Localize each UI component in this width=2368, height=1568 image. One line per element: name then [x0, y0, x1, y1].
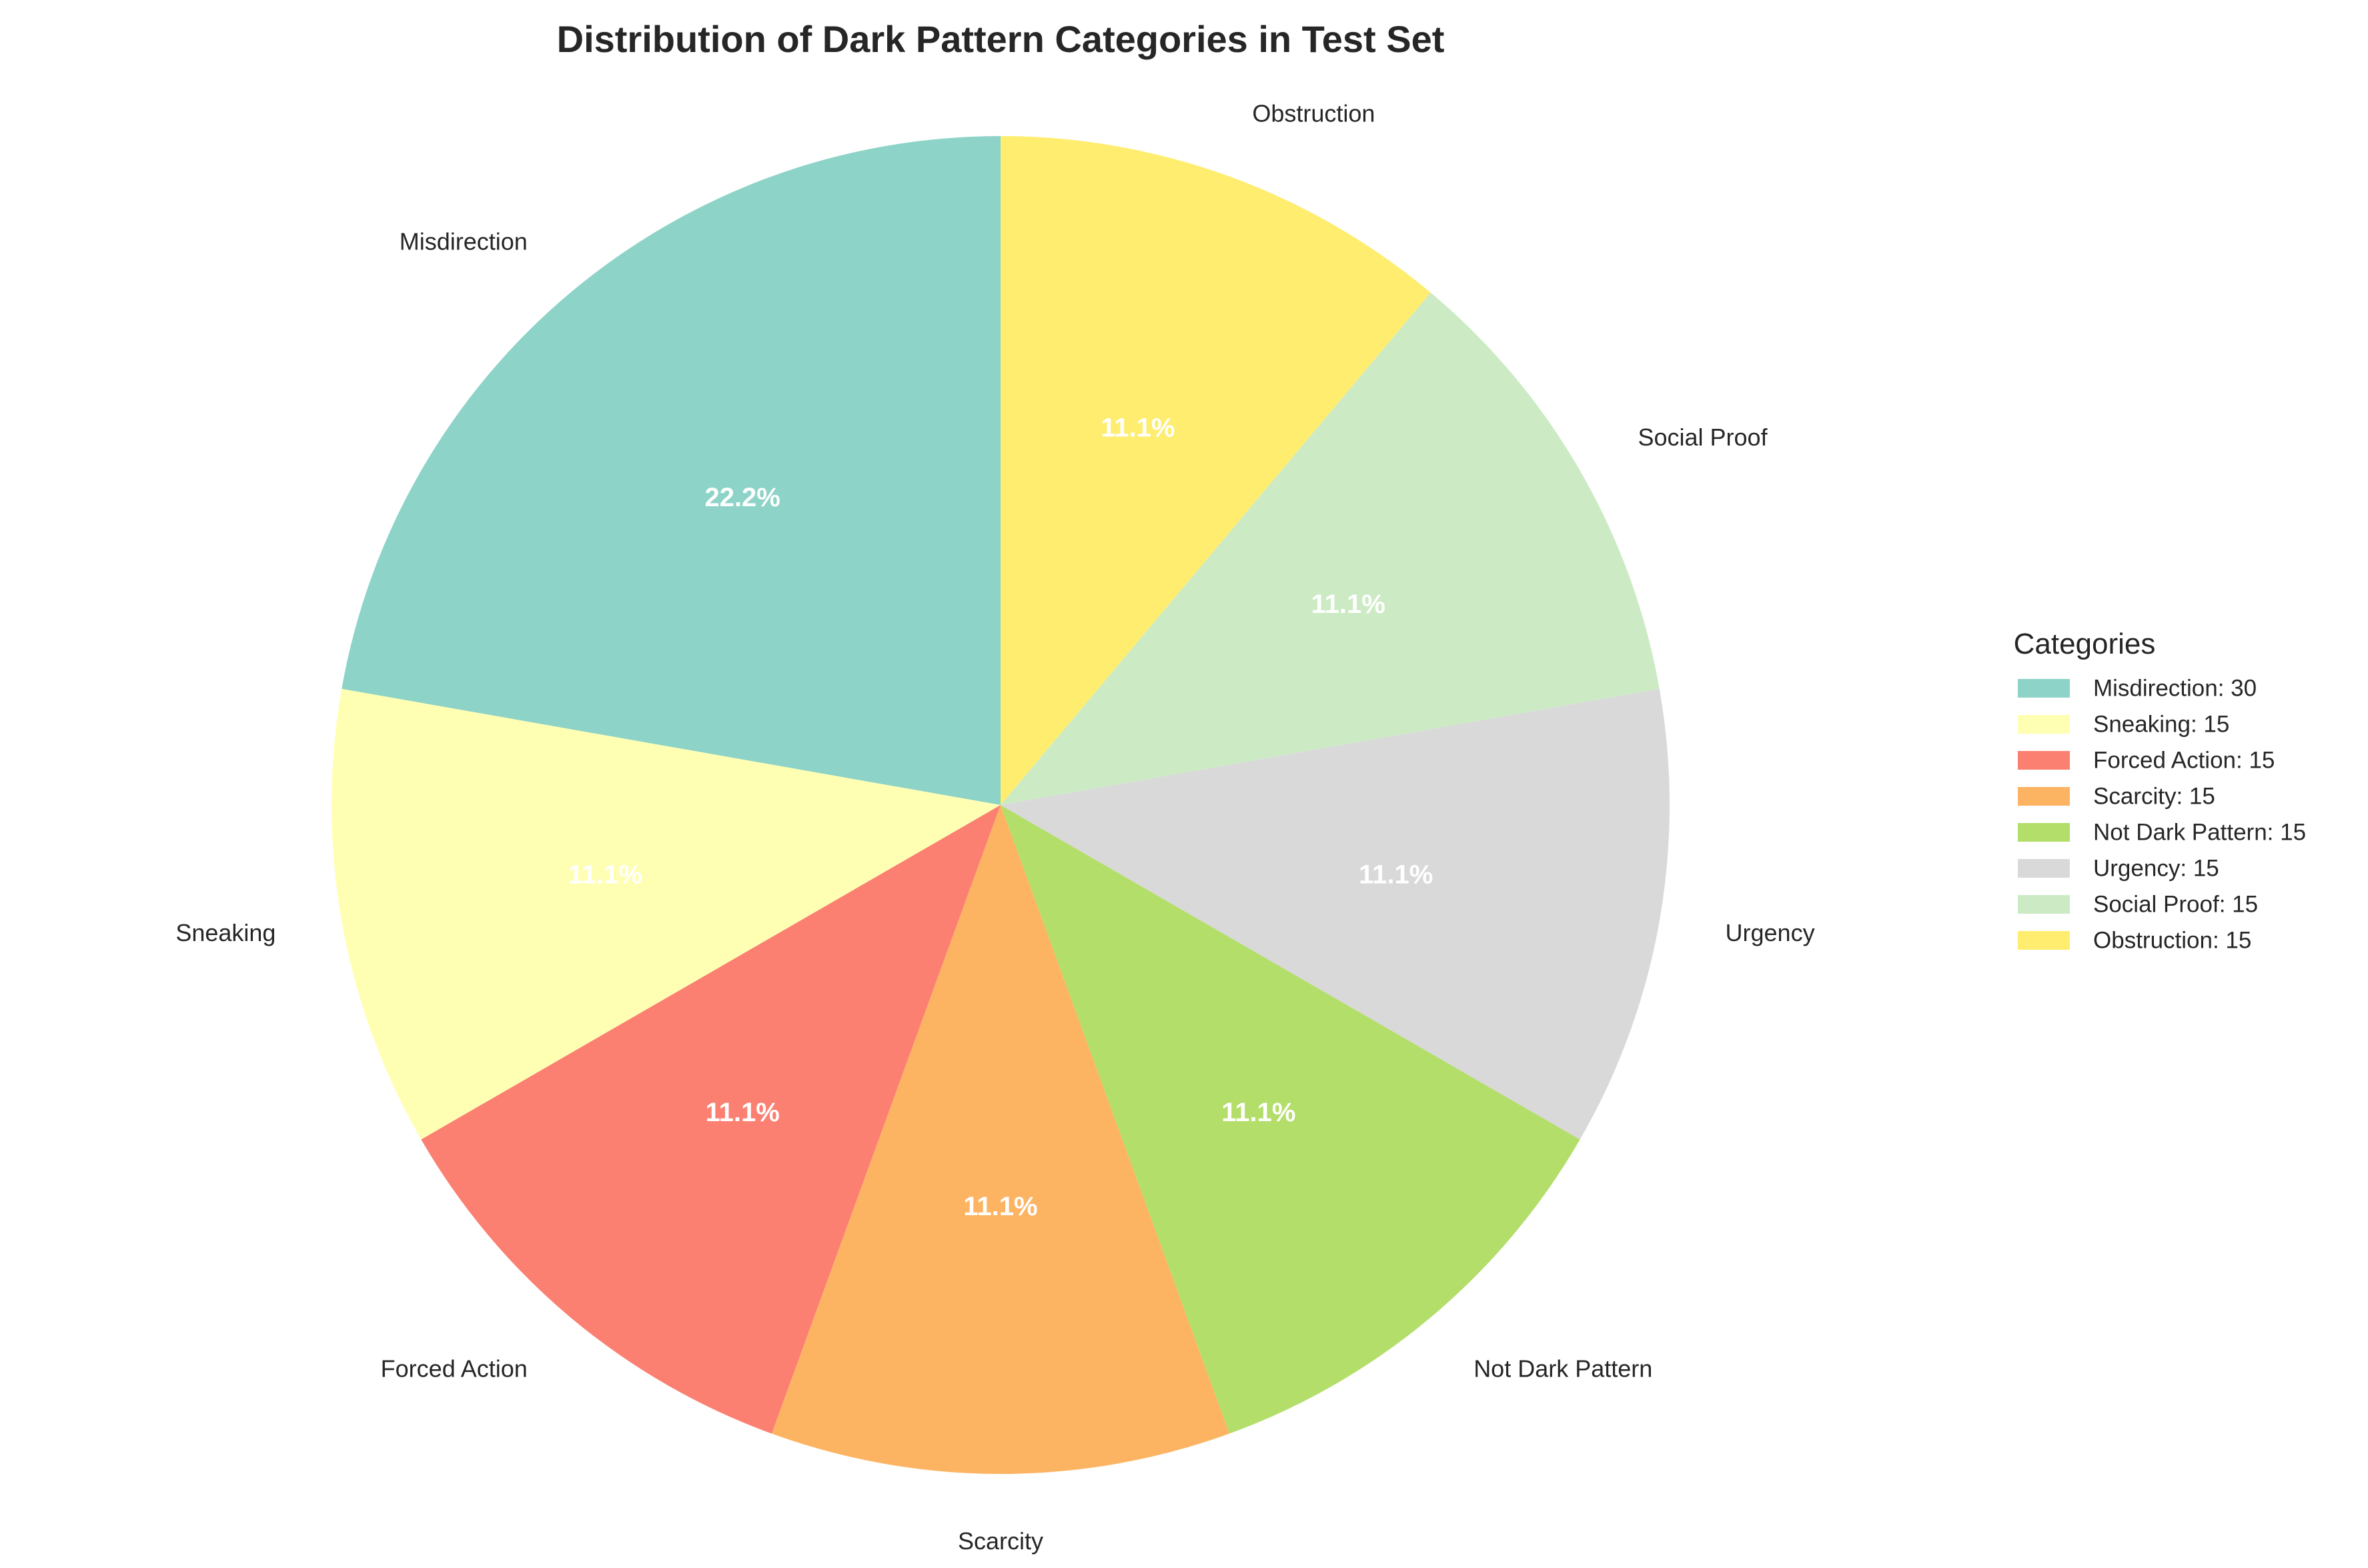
slice-labels: Misdirection Sneaking Forced Action Scarcit…	[175, 100, 1814, 1555]
legend: Categories Misdirection: 30 Sneaking: 15 F…	[2014, 628, 2306, 954]
slice-label-social-proof: Social Proof	[1638, 424, 1768, 451]
slice-label-obstruction: Obstruction	[1252, 100, 1375, 127]
legend-swatch-misdirection	[2018, 679, 2070, 698]
pct-label-social-proof: 11.1%	[1311, 590, 1385, 619]
pct-label-scarcity: 11.1%	[963, 1192, 1037, 1221]
pct-label-obstruction: 11.1%	[1101, 413, 1175, 442]
pct-label-forced-action: 11.1%	[706, 1098, 780, 1127]
pie-slices	[332, 136, 1670, 1474]
slice-urgency	[1001, 688, 1670, 1140]
legend-swatch-sneaking	[2018, 715, 2070, 734]
slice-label-not-dark-pattern: Not Dark Pattern	[1473, 1355, 1652, 1383]
legend-label-misdirection: Misdirection: 30	[2093, 676, 2257, 702]
slice-label-urgency: Urgency	[1726, 919, 1815, 946]
legend-swatch-not-dark-pattern	[2018, 823, 2070, 842]
legend-label-forced-action: Forced Action: 15	[2093, 748, 2275, 774]
slice-label-sneaking: Sneaking	[175, 919, 275, 946]
slice-misdirection	[342, 136, 1001, 805]
legend-title: Categories	[2014, 628, 2156, 660]
legend-label-obstruction: Obstruction: 15	[2093, 928, 2251, 954]
percentage-labels: 22.2% 11.1% 11.1% 11.1% 11.1% 11.1% 11.1% 11.1%	[568, 413, 1433, 1221]
legend-swatch-scarcity	[2018, 787, 2070, 806]
slice-social-proof	[1001, 292, 1660, 805]
legend-swatch-obstruction	[2018, 931, 2070, 950]
legend-label-scarcity: Scarcity: 15	[2093, 784, 2215, 810]
legend-swatch-forced-action	[2018, 751, 2070, 770]
legend-label-not-dark-pattern: Not Dark Pattern: 15	[2093, 820, 2306, 846]
slice-not-dark-pattern	[1001, 805, 1580, 1434]
slice-label-scarcity: Scarcity	[958, 1527, 1043, 1555]
slice-forced-action	[421, 805, 1001, 1434]
legend-items: Misdirection: 30 Sneaking: 15 Forced Actio…	[2018, 676, 2306, 954]
pct-label-misdirection: 22.2%	[704, 483, 780, 512]
slice-scarcity	[771, 805, 1230, 1474]
pct-label-sneaking: 11.1%	[568, 860, 642, 890]
slice-label-misdirection: Misdirection	[400, 227, 528, 255]
legend-swatch-social-proof	[2018, 895, 2070, 914]
slice-obstruction	[1001, 136, 1431, 805]
slice-sneaking	[332, 688, 1001, 1140]
chart-title: Distribution of Dark Pattern Categories …	[557, 18, 1445, 60]
legend-label-social-proof: Social Proof: 15	[2093, 892, 2258, 918]
slice-label-forced-action: Forced Action	[381, 1355, 528, 1383]
pct-label-urgency: 11.1%	[1359, 860, 1433, 890]
legend-label-sneaking: Sneaking: 15	[2093, 712, 2229, 738]
pct-label-not-dark-pattern: 11.1%	[1221, 1098, 1295, 1127]
legend-label-urgency: Urgency: 15	[2093, 856, 2219, 882]
legend-swatch-urgency	[2018, 859, 2070, 878]
